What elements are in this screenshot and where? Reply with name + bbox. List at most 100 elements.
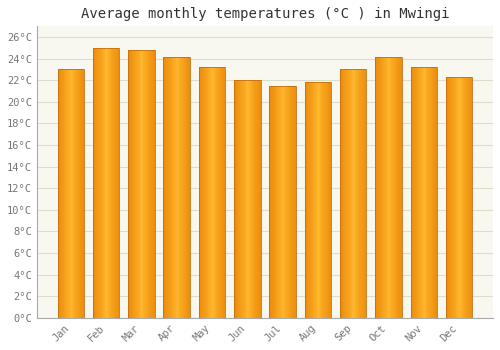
Bar: [114, 48, 115, 318]
Bar: [420, 67, 421, 318]
Bar: [98, 48, 99, 318]
Bar: [68, 70, 69, 318]
Bar: [258, 80, 259, 318]
Bar: [319, 83, 320, 318]
Bar: [252, 80, 254, 318]
Bar: [323, 83, 324, 318]
Bar: [180, 56, 181, 318]
Bar: [310, 83, 311, 318]
Bar: [293, 86, 294, 318]
Title: Average monthly temperatures (°C ) in Mwingi: Average monthly temperatures (°C ) in Mw…: [80, 7, 449, 21]
Bar: [421, 67, 422, 318]
Bar: [364, 70, 366, 318]
Bar: [60, 70, 61, 318]
Bar: [290, 86, 292, 318]
Bar: [363, 70, 364, 318]
Bar: [458, 77, 459, 318]
Bar: [470, 77, 472, 318]
Bar: [137, 50, 138, 318]
Bar: [286, 86, 287, 318]
Bar: [294, 86, 295, 318]
Bar: [236, 80, 238, 318]
Bar: [256, 80, 257, 318]
Bar: [399, 56, 400, 318]
Bar: [434, 67, 436, 318]
Bar: [83, 70, 84, 318]
Bar: [424, 67, 426, 318]
Bar: [200, 67, 202, 318]
Bar: [306, 83, 308, 318]
Bar: [384, 56, 385, 318]
Bar: [344, 70, 345, 318]
Bar: [108, 48, 110, 318]
Bar: [314, 83, 315, 318]
Bar: [146, 50, 148, 318]
Bar: [311, 83, 312, 318]
Bar: [324, 83, 325, 318]
Bar: [164, 56, 190, 318]
Bar: [238, 80, 240, 318]
Bar: [361, 70, 362, 318]
Bar: [170, 56, 172, 318]
Bar: [175, 56, 176, 318]
Bar: [459, 77, 460, 318]
Bar: [246, 80, 248, 318]
Bar: [362, 70, 363, 318]
Bar: [221, 67, 222, 318]
Bar: [382, 56, 383, 318]
Bar: [414, 67, 415, 318]
Bar: [430, 67, 431, 318]
Bar: [203, 67, 204, 318]
Bar: [326, 83, 328, 318]
Bar: [392, 56, 393, 318]
Bar: [460, 77, 461, 318]
Bar: [431, 67, 432, 318]
Bar: [118, 48, 120, 318]
Bar: [198, 67, 200, 318]
Bar: [461, 77, 462, 318]
Bar: [72, 70, 74, 318]
Bar: [250, 80, 251, 318]
Bar: [349, 70, 350, 318]
Bar: [316, 83, 317, 318]
Bar: [432, 67, 434, 318]
Bar: [353, 70, 354, 318]
Bar: [394, 56, 396, 318]
Bar: [211, 67, 212, 318]
Bar: [383, 56, 384, 318]
Bar: [308, 83, 309, 318]
Bar: [218, 67, 219, 318]
Bar: [356, 70, 358, 318]
Bar: [292, 86, 293, 318]
Bar: [270, 86, 271, 318]
Bar: [410, 67, 412, 318]
Bar: [128, 50, 129, 318]
Bar: [78, 70, 80, 318]
Bar: [234, 80, 260, 318]
Bar: [469, 77, 470, 318]
Bar: [110, 48, 112, 318]
Bar: [464, 77, 466, 318]
Bar: [222, 67, 224, 318]
Bar: [375, 56, 376, 318]
Bar: [274, 86, 276, 318]
Bar: [184, 56, 186, 318]
Bar: [115, 48, 116, 318]
Bar: [341, 70, 342, 318]
Bar: [58, 70, 84, 318]
Bar: [62, 70, 63, 318]
Bar: [318, 83, 319, 318]
Bar: [198, 67, 225, 318]
Bar: [375, 56, 402, 318]
Bar: [295, 86, 296, 318]
Bar: [328, 83, 330, 318]
Bar: [446, 77, 448, 318]
Bar: [93, 48, 120, 318]
Bar: [71, 70, 72, 318]
Bar: [450, 77, 451, 318]
Bar: [173, 56, 174, 318]
Bar: [153, 50, 154, 318]
Bar: [63, 70, 64, 318]
Bar: [462, 77, 464, 318]
Bar: [202, 67, 203, 318]
